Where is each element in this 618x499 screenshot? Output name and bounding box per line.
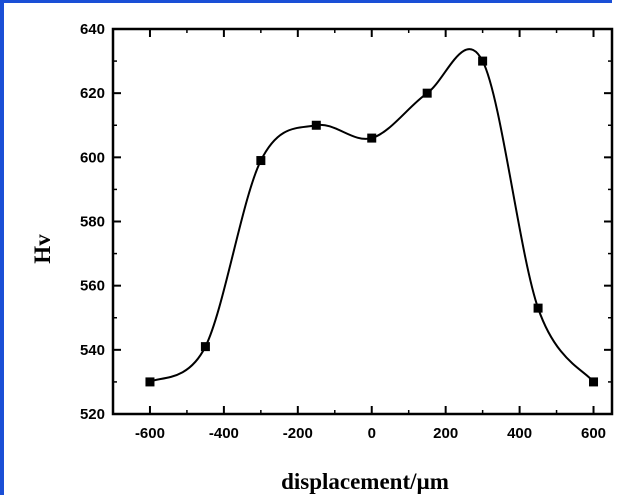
y-tick-label: 520	[80, 406, 105, 423]
series-hv	[145, 48, 599, 387]
y-tick-label: 620	[80, 85, 105, 102]
data-point-marker	[256, 156, 266, 166]
y-tick-label: 600	[80, 149, 105, 166]
data-point-marker	[145, 377, 155, 387]
x-axis-title: displacement/µm	[281, 469, 449, 494]
x-tick-label: -600	[135, 425, 165, 442]
data-point-marker	[311, 120, 321, 130]
y-tick-label: 540	[80, 342, 105, 359]
x-tick-label: 400	[507, 425, 532, 442]
data-point-marker	[589, 377, 599, 387]
data-point-marker	[367, 133, 377, 143]
x-tick-label: -200	[283, 425, 313, 442]
plot-area-frame	[111, 27, 614, 416]
axes: 520 540 560 580 600 620 640 -600 -400 -200 0 200 400…	[80, 21, 614, 442]
x-tick-label: 600	[581, 425, 606, 442]
data-point-marker	[478, 56, 488, 66]
axis-labels: Hv displacement/µm	[30, 234, 449, 494]
data-point-marker	[200, 342, 210, 352]
x-tick-label: 200	[433, 425, 458, 442]
y-axis-title: Hv	[30, 234, 55, 264]
y-tick-label: 580	[80, 214, 105, 231]
y-tick-label: 560	[80, 278, 105, 295]
data-point-marker	[422, 88, 432, 98]
series-line	[149, 48, 595, 383]
data-point-marker	[533, 303, 543, 313]
y-tick-label: 640	[80, 21, 105, 38]
x-tick-label: -400	[209, 425, 239, 442]
x-tick-label: 0	[368, 425, 376, 442]
